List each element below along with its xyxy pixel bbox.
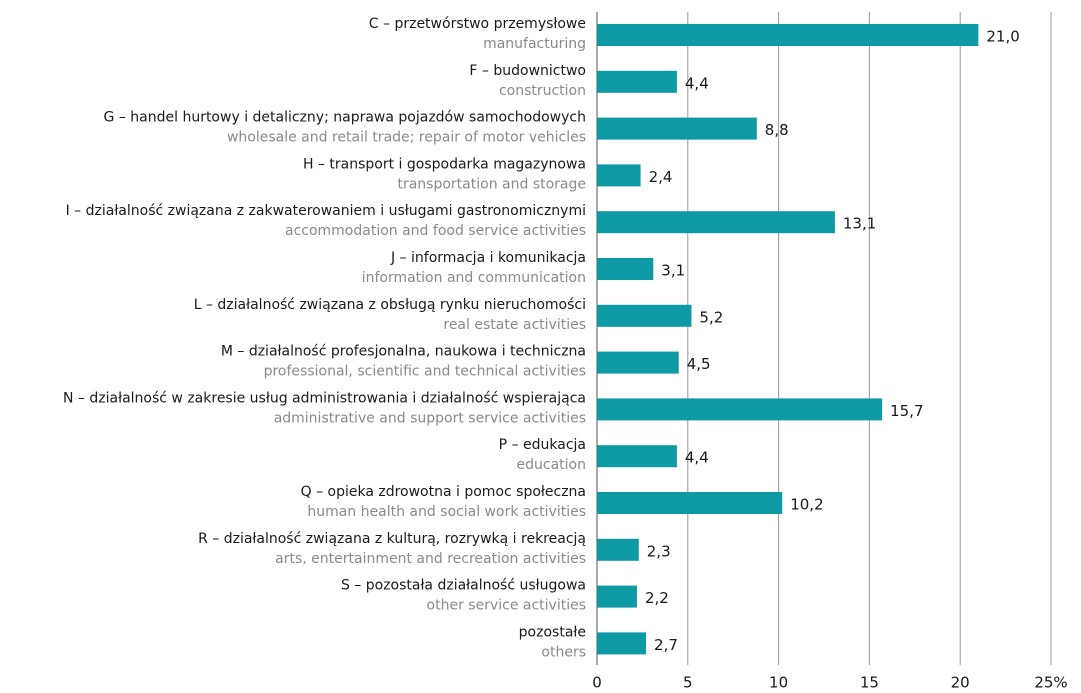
category-label-en: arts, entertainment and recreation activ… [275, 551, 586, 567]
category-label-en: others [541, 644, 586, 660]
category-label: I – działalność związana z zakwaterowani… [66, 203, 586, 219]
category-label-en: transportation and storage [397, 176, 586, 192]
category-label-en: real estate activities [443, 317, 586, 333]
value-label: 15,7 [890, 402, 923, 420]
x-tick-label: 5 [683, 674, 693, 692]
category-label: M – działalność profesjonalna, naukowa i… [221, 344, 586, 360]
bar [597, 632, 647, 655]
x-tick-label: 15 [860, 674, 879, 692]
category-label: N – działalność w zakresie usług adminis… [63, 390, 586, 406]
bar [597, 258, 654, 280]
value-label: 2,3 [647, 542, 671, 560]
category-label: S – pozostała działalność usługowa [341, 578, 586, 594]
category-label-en: accommodation and food service activitie… [285, 223, 586, 239]
category-label-en: other service activities [427, 598, 586, 614]
category-label: pozostałe [519, 624, 586, 640]
value-label: 8,8 [765, 121, 789, 139]
category-label-en: education [517, 457, 586, 473]
value-label: 5,2 [699, 308, 723, 326]
bar [597, 585, 637, 608]
value-label: 4,4 [685, 449, 709, 467]
x-tick-label: 25% [1034, 674, 1067, 692]
bar [597, 304, 692, 327]
category-label: G – handel hurtowy i detaliczny; naprawa… [104, 110, 586, 126]
value-label: 21,0 [986, 28, 1019, 46]
category-label: F – budownictwo [469, 63, 586, 79]
x-tick-label: 10 [769, 674, 788, 692]
category-label-en: information and communication [362, 270, 586, 286]
bar [597, 445, 677, 468]
value-label: 2,4 [649, 168, 673, 186]
category-label: R – działalność związana z kulturą, rozr… [198, 531, 586, 547]
category-label: C – przetwórstwo przemysłowe [369, 16, 586, 32]
value-label: 2,2 [645, 589, 669, 607]
category-label-en: administrative and support service activ… [274, 410, 586, 426]
category-label: L – działalność związana z obsługą rynku… [194, 297, 586, 313]
category-label-en: professional, scientific and technical a… [264, 364, 586, 380]
category-label-en: manufacturing [483, 36, 586, 52]
category-label: J – informacja i komunikacja [390, 250, 586, 266]
bar [597, 492, 783, 514]
bar [597, 164, 641, 187]
bar [597, 538, 639, 561]
x-tick-label: 0 [592, 674, 602, 692]
value-label: 4,4 [685, 74, 709, 92]
bar [597, 70, 677, 93]
bar [597, 351, 679, 374]
category-label-en: construction [499, 83, 586, 99]
value-label: 3,1 [661, 262, 685, 280]
value-label: 2,7 [654, 636, 678, 654]
bar [597, 117, 757, 140]
value-label: 10,2 [790, 496, 823, 514]
bar [597, 398, 883, 421]
category-label-en: human health and social work activities [307, 504, 586, 520]
category-label: H – transport i gospodarka magazynowa [303, 156, 586, 172]
category-label-en: wholesale and retail trade; repair of mo… [227, 130, 586, 146]
category-label: Q – opieka zdrowotna i pomoc społeczna [301, 484, 586, 500]
category-label: P – edukacja [499, 437, 586, 453]
value-label: 4,5 [687, 355, 711, 373]
value-label: 13,1 [843, 215, 876, 233]
bar [597, 211, 835, 234]
x-tick-label: 20 [951, 674, 970, 692]
bar [597, 24, 979, 46]
